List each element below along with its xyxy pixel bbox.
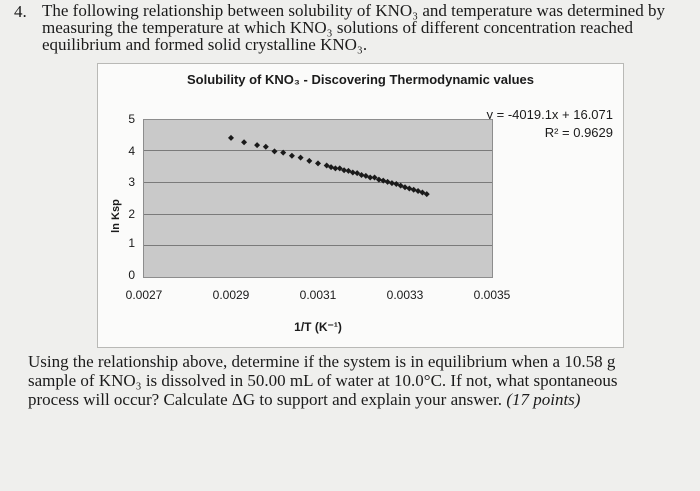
data-point [328,164,335,171]
data-point [306,157,313,164]
question-number: 4. [14,2,27,21]
data-point [345,167,352,174]
x-tick-label: 0.0029 [212,288,250,302]
data-point [280,149,287,156]
y-tick-label: 0 [128,268,135,282]
gridline [144,214,492,215]
data-point [341,167,348,174]
plot-area [143,119,493,278]
x-tick-label: 0.0031 [299,288,337,302]
x-tick-label: 0.0033 [386,288,424,302]
followup-line-2: sample of KNO₃ is dissolved in 50.00 mL … [28,371,618,390]
gridline [144,182,492,183]
x-axis-label: 1/T (K⁻¹) [294,320,342,334]
question-line-3: equilibrium and formed solid crystalline… [42,35,368,54]
followup-line-3: process will occur? Calculate ΔG to supp… [28,390,688,409]
question-line-2: measuring the temperature at which KNO₃ … [42,18,633,37]
followup-question: Using the relationship above, determine … [28,352,688,409]
data-point [254,142,261,149]
data-point [315,160,321,167]
data-point [375,176,382,183]
question-line-1: The following relationship between solub… [42,1,665,20]
data-point [297,154,304,161]
y-tick-label: 1 [128,236,135,250]
data-point [262,143,269,150]
y-tick-label: 2 [128,207,135,221]
data-point [358,171,365,178]
data-point [384,178,391,185]
data-point [423,191,430,198]
trendline-equation-box: y = -4019.1x + 16.071 R² = 0.9629 [487,106,613,142]
trendline-equation: y = -4019.1x + 16.071 [486,107,613,122]
chart-panel: Solubility of KNO₃ - Discovering Thermod… [97,63,624,348]
y-tick-label: 4 [128,144,135,158]
followup-line-1: Using the relationship above, determine … [28,352,616,371]
data-point [397,182,404,189]
points-note: (17 points) [506,390,581,409]
data-point [349,169,356,176]
data-point [380,177,387,184]
y-tick-label: 3 [128,175,135,189]
data-point [406,185,413,192]
data-points [228,134,430,198]
question-prompt: The following relationship between solub… [42,2,692,53]
data-point [288,152,295,159]
gridline [144,245,492,246]
x-tick-label: 0.0027 [125,288,163,302]
data-point [354,170,361,177]
gridline [144,150,492,151]
data-point [402,184,408,191]
data-point [367,174,374,181]
trendline-r-squared: R² = 0.9629 [544,125,613,140]
data-point [410,186,417,193]
x-tick-label: 0.0035 [473,288,511,302]
data-point [332,165,339,172]
data-point [371,174,378,181]
data-point [271,148,278,155]
chart-title: Solubility of KNO₃ - Discovering Thermod… [187,72,534,87]
data-point [241,139,248,146]
data-point [388,180,395,187]
data-point [323,162,330,169]
data-point [336,165,343,172]
followup-line-3-text: process will occur? Calculate ΔG to supp… [28,390,503,409]
data-point [228,134,234,141]
y-tick-label: 5 [128,112,135,126]
